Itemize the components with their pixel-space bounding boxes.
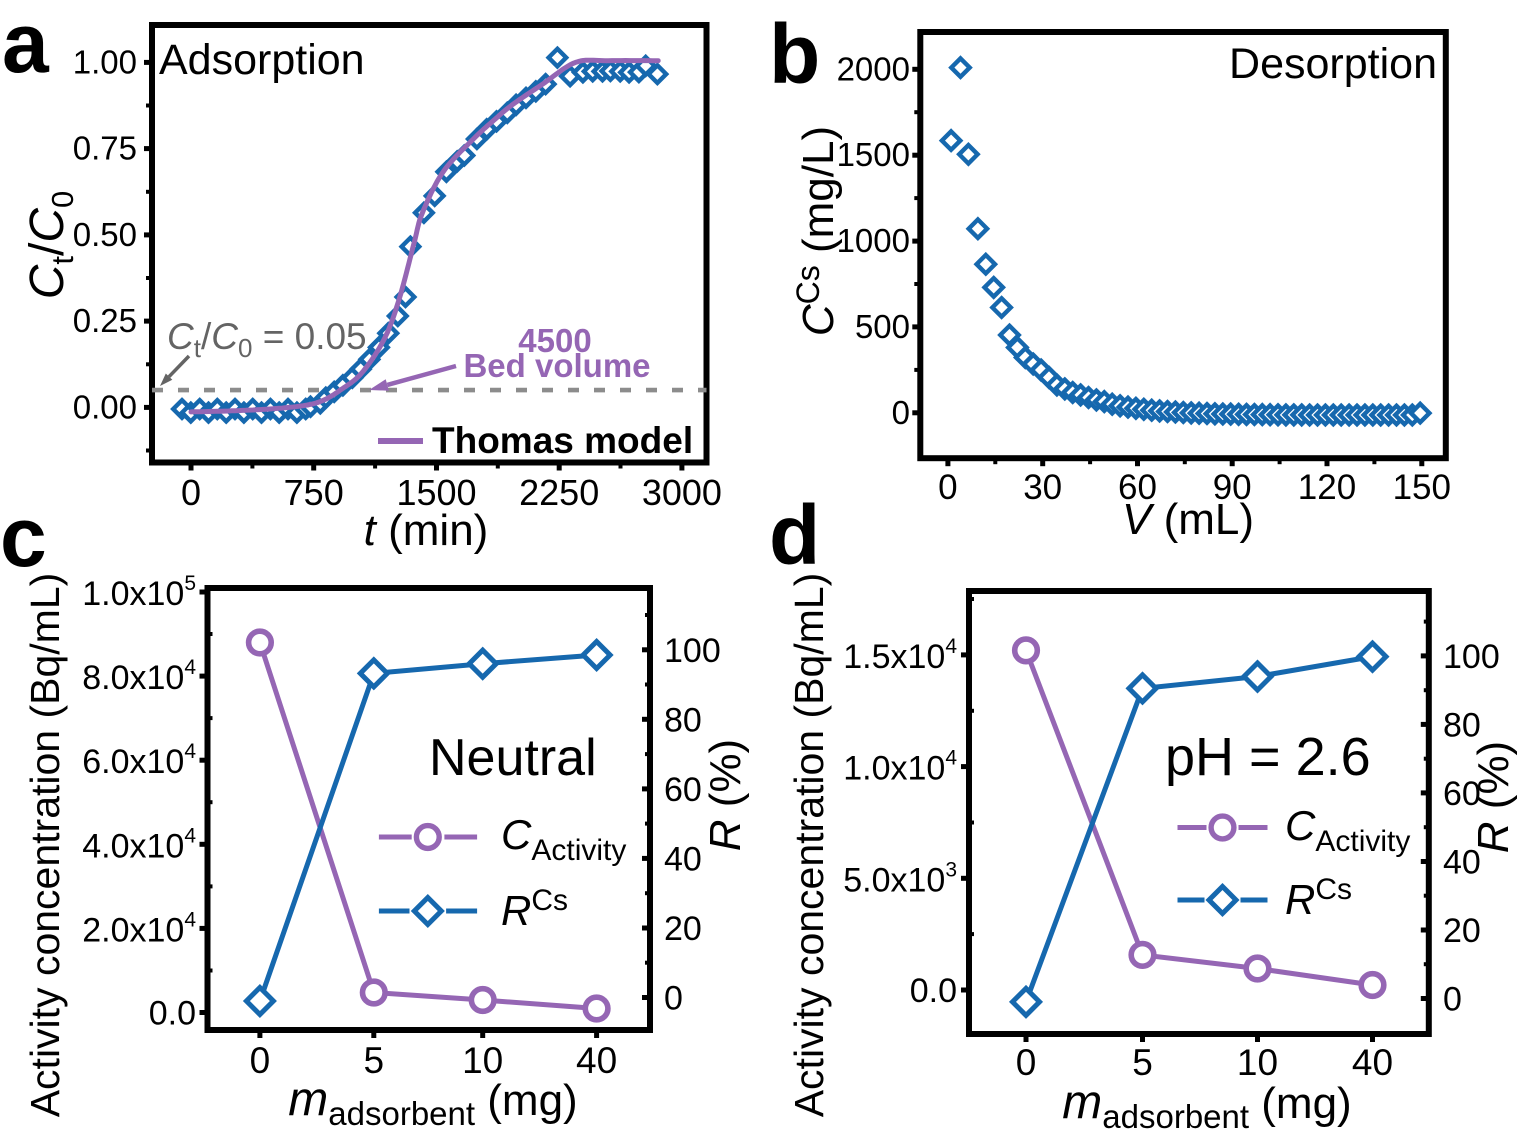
svg-text:8.0x104: 8.0x104 xyxy=(82,656,196,697)
svg-text:V (mL): V (mL) xyxy=(1122,495,1254,544)
svg-text:30: 30 xyxy=(1023,468,1062,507)
svg-text:0.25: 0.25 xyxy=(73,302,137,339)
svg-text:120: 120 xyxy=(1298,468,1356,507)
svg-text:100: 100 xyxy=(1443,638,1500,676)
svg-text:1.5x104: 1.5x104 xyxy=(843,635,957,676)
svg-text:1.0x105: 1.0x105 xyxy=(82,572,196,613)
svg-text:1000: 1000 xyxy=(837,222,910,259)
svg-text:RCs: RCs xyxy=(1285,873,1352,923)
svg-text:90: 90 xyxy=(1213,468,1252,507)
svg-text:madsorbent (mg): madsorbent (mg) xyxy=(288,1073,577,1132)
svg-text:40: 40 xyxy=(1352,1042,1393,1083)
svg-text:CActivity: CActivity xyxy=(501,811,626,867)
svg-text:60: 60 xyxy=(1443,775,1481,813)
svg-text:0.0: 0.0 xyxy=(149,995,196,1033)
svg-text:b: b xyxy=(769,7,820,101)
svg-text:t (min): t (min) xyxy=(364,506,489,555)
svg-text:1.0x104: 1.0x104 xyxy=(843,747,957,788)
svg-text:100: 100 xyxy=(664,632,721,670)
svg-text:1.00: 1.00 xyxy=(73,43,137,80)
svg-text:0.0: 0.0 xyxy=(910,972,957,1010)
svg-text:RCs: RCs xyxy=(501,884,568,934)
svg-text:2000: 2000 xyxy=(837,50,910,87)
svg-text:20: 20 xyxy=(1443,912,1481,950)
svg-text:2.0x104: 2.0x104 xyxy=(82,908,196,949)
svg-text:150: 150 xyxy=(1393,468,1451,507)
svg-text:0.75: 0.75 xyxy=(73,130,137,167)
svg-text:Ct/C0: Ct/C0 xyxy=(21,191,80,300)
svg-text:3000: 3000 xyxy=(642,472,722,513)
svg-text:10: 10 xyxy=(462,1040,503,1081)
svg-text:1500: 1500 xyxy=(396,472,476,513)
svg-text:0.50: 0.50 xyxy=(73,216,137,253)
svg-text:4.0x104: 4.0x104 xyxy=(82,824,196,865)
svg-text:CCs (mg/L): CCs (mg/L) xyxy=(790,126,843,336)
svg-text:Bed volume: Bed volume xyxy=(463,347,650,384)
svg-text:750: 750 xyxy=(284,472,344,513)
svg-text:80: 80 xyxy=(664,701,702,739)
svg-text:madsorbent (mg): madsorbent (mg) xyxy=(1062,1076,1351,1135)
svg-text:5: 5 xyxy=(1132,1042,1153,1083)
svg-text:c: c xyxy=(0,490,47,584)
svg-text:0: 0 xyxy=(938,468,957,507)
svg-text:60: 60 xyxy=(1118,468,1157,507)
svg-text:5.0x103: 5.0x103 xyxy=(843,858,957,899)
svg-text:80: 80 xyxy=(1443,706,1481,744)
svg-text:5: 5 xyxy=(364,1040,385,1081)
svg-text:Thomas model: Thomas model xyxy=(432,420,693,461)
svg-text:40: 40 xyxy=(1443,844,1481,882)
svg-text:Activity concentration (Bq/mL): Activity concentration (Bq/mL) xyxy=(22,573,68,1118)
svg-text:R (%): R (%) xyxy=(1469,741,1518,853)
svg-text:60: 60 xyxy=(664,771,702,809)
svg-text:Ct/C0 = 0.05: Ct/C0 = 0.05 xyxy=(167,316,367,363)
svg-text:Adsorption: Adsorption xyxy=(159,36,365,84)
svg-text:1500: 1500 xyxy=(837,136,910,173)
svg-text:40: 40 xyxy=(576,1040,617,1081)
svg-text:0: 0 xyxy=(1016,1042,1037,1083)
svg-text:20: 20 xyxy=(664,910,702,948)
svg-text:d: d xyxy=(769,488,820,582)
svg-text:a: a xyxy=(2,0,50,90)
svg-text:2250: 2250 xyxy=(519,472,599,513)
svg-text:500: 500 xyxy=(855,308,910,345)
svg-text:10: 10 xyxy=(1237,1042,1278,1083)
svg-text:Desorption: Desorption xyxy=(1229,40,1437,88)
svg-text:6.0x104: 6.0x104 xyxy=(82,740,196,781)
svg-text:0: 0 xyxy=(181,472,201,513)
svg-text:Neutral: Neutral xyxy=(429,729,597,787)
svg-text:0.00: 0.00 xyxy=(73,388,137,425)
svg-text:0: 0 xyxy=(664,980,683,1018)
svg-text:CActivity: CActivity xyxy=(1285,802,1410,858)
svg-text:0: 0 xyxy=(250,1040,271,1081)
svg-text:40: 40 xyxy=(664,840,702,878)
svg-text:R (%): R (%) xyxy=(701,739,750,851)
svg-text:4500: 4500 xyxy=(518,322,591,359)
svg-text:0: 0 xyxy=(1443,981,1462,1019)
svg-text:pH = 2.6: pH = 2.6 xyxy=(1165,727,1371,787)
svg-text:Activity concentration (Bq/mL): Activity concentration (Bq/mL) xyxy=(786,573,832,1118)
svg-text:0: 0 xyxy=(892,394,910,431)
